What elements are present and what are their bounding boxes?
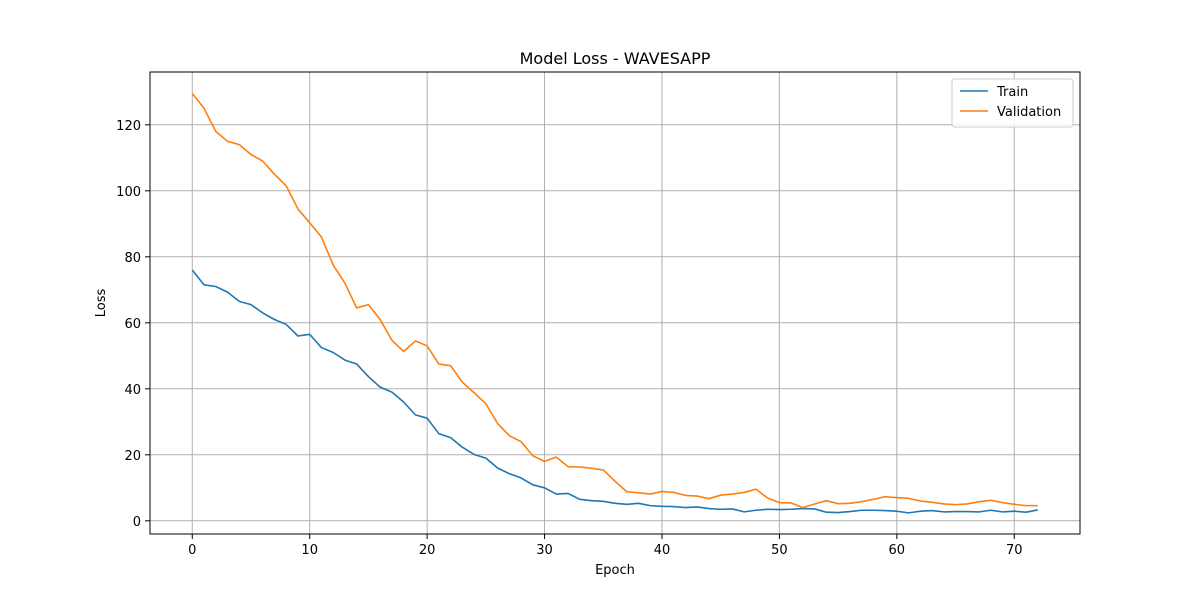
axis-ticks: 0 10 20 30 40 50 60 70 0 20 40 60 80 100 120 <box>116 119 1022 558</box>
chart-title: Model Loss - WAVESAPP <box>520 49 711 68</box>
y-tick-label: 0 <box>133 515 141 530</box>
x-tick-label: 60 <box>889 543 906 558</box>
x-axis-label: Epoch <box>595 563 635 578</box>
x-tick-label: 40 <box>654 543 671 558</box>
x-tick-label: 30 <box>536 543 553 558</box>
x-tick-label: 20 <box>419 543 436 558</box>
plot-frame <box>149 71 1081 535</box>
y-tick-label: 80 <box>124 251 141 266</box>
y-tick-label: 120 <box>116 119 141 134</box>
y-tick-label: 100 <box>116 185 141 200</box>
y-tick-label: 20 <box>124 449 141 464</box>
y-axis-label: Loss <box>94 289 109 318</box>
x-tick-label: 50 <box>771 543 788 558</box>
x-tick-label: 0 <box>188 543 196 558</box>
series-line-train <box>191 269 1038 514</box>
y-tick-label: 40 <box>124 383 141 398</box>
series-lines <box>191 92 1038 514</box>
x-tick-label: 70 <box>1006 543 1023 558</box>
legend-label: Train <box>996 85 1028 100</box>
y-tick-label: 60 <box>124 317 141 332</box>
legend-label: Validation <box>997 105 1061 120</box>
series-line-validation <box>191 92 1038 509</box>
legend: Train Validation <box>951 78 1074 128</box>
grid <box>150 72 1080 534</box>
x-tick-label: 10 <box>301 543 318 558</box>
